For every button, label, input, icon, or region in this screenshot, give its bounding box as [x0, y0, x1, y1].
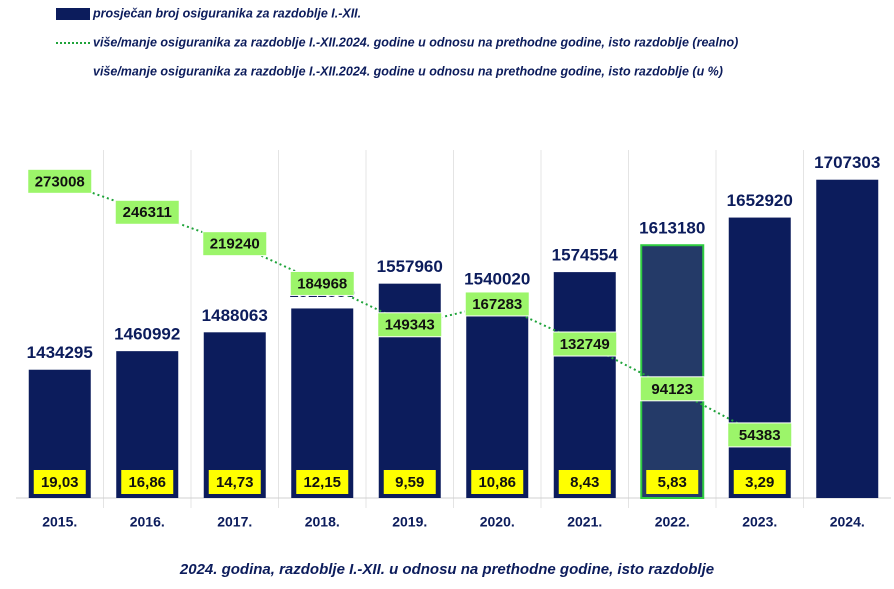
line-label-box	[289, 270, 355, 296]
bar	[466, 296, 529, 498]
percent-label-box	[558, 470, 611, 494]
percent-label: 19,03	[41, 474, 79, 491]
percent-label: 14,73	[216, 474, 254, 491]
line-label-box	[114, 199, 180, 225]
bar-value-label: 1434295	[27, 343, 93, 362]
percent-label-box	[383, 470, 436, 494]
caption: 2024. godina, razdoblje I.-XII. u odnosu…	[179, 561, 714, 578]
x-tick-label: 2016.	[130, 514, 165, 530]
line-value-label: 184968	[297, 275, 347, 292]
line-value-label: 246311	[123, 204, 172, 221]
bar	[816, 179, 879, 499]
legend-icon	[56, 8, 90, 20]
line-value-label: 54383	[739, 427, 781, 444]
bar-value-label: 1613180	[639, 219, 705, 238]
x-tick-label: 2020.	[480, 514, 515, 530]
bar-value-label: 1557960	[377, 257, 443, 276]
bar-value-label: 1540020	[464, 270, 530, 289]
legend-label: više/manje osiguranika za razdoblje I.-X…	[93, 35, 738, 49]
line-value-label: 149343	[385, 317, 435, 334]
percent-label-box	[471, 470, 524, 494]
percent-label: 16,86	[128, 474, 166, 491]
bar-value-label: 1460992	[114, 325, 180, 344]
legend-label: više/manje osiguranika za razdoblje I.-X…	[93, 64, 723, 78]
bar-value-label: 1707303	[814, 153, 880, 172]
line-label-box	[552, 331, 618, 357]
percent-label: 3,29	[745, 474, 774, 491]
bar-value-label: 1652920	[727, 191, 793, 210]
percent-label-box	[733, 470, 786, 494]
percent-label-box	[296, 470, 349, 494]
bar	[728, 217, 791, 498]
line-label-box	[464, 291, 530, 317]
line	[59, 180, 761, 436]
line-value-label: 167283	[472, 296, 522, 313]
bar	[640, 244, 705, 499]
percent-label: 5,83	[658, 474, 687, 491]
x-tick-label: 2019.	[392, 514, 427, 530]
line-value-label: 94123	[651, 381, 693, 398]
legend-label: prosječan broj osiguranika za razdoblje …	[92, 6, 361, 20]
line-value-label: 219240	[210, 236, 260, 253]
percent-label-box	[646, 470, 699, 494]
x-tick-label: 2024.	[830, 514, 865, 530]
line-value-label: 132749	[560, 336, 610, 353]
bar	[553, 272, 616, 498]
x-tick-label: 2023.	[742, 514, 777, 530]
percent-label: 8,43	[570, 474, 599, 491]
line-label-box	[202, 231, 268, 257]
x-tick-label: 2015.	[42, 514, 77, 530]
line-value-label: 273008	[35, 173, 85, 190]
line-label-box	[639, 376, 705, 402]
percent-label: 12,15	[303, 474, 341, 491]
x-tick-label: 2022.	[655, 514, 690, 530]
percent-label-box	[121, 470, 174, 494]
percent-label-box	[33, 470, 86, 494]
percent-label: 10,86	[478, 474, 516, 491]
percent-label: 9,59	[395, 474, 424, 491]
x-tick-label: 2017.	[217, 514, 252, 530]
bar	[291, 308, 354, 498]
bar-value-label: 1488063	[202, 306, 268, 325]
line-label-box	[727, 422, 793, 448]
bar-value-label: 1574554	[552, 246, 619, 265]
line-label-box	[377, 312, 443, 338]
x-tick-label: 2018.	[305, 514, 340, 530]
percent-label-box	[208, 470, 261, 494]
line-label-box	[27, 168, 93, 194]
x-tick-label: 2021.	[567, 514, 602, 530]
